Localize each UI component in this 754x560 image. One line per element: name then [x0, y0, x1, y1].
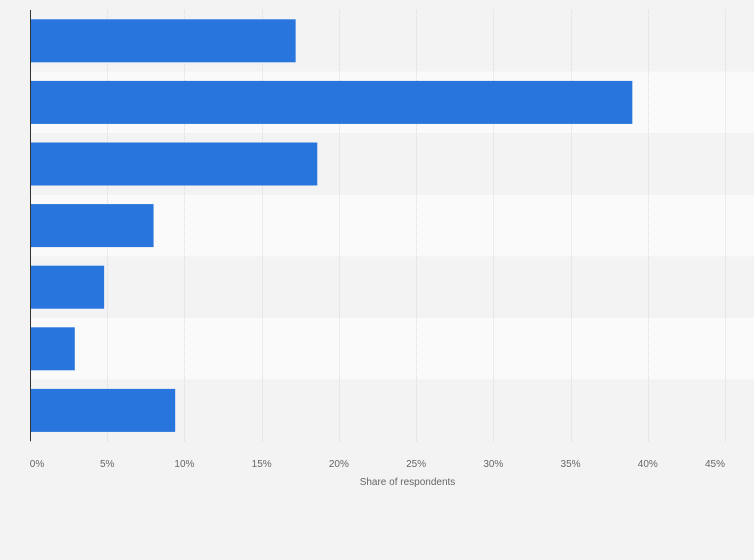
bar-series — [30, 19, 633, 432]
bar — [30, 327, 75, 371]
row-band — [30, 256, 754, 318]
x-tick-label: 0% — [30, 459, 45, 470]
bar — [30, 265, 105, 309]
x-tick-label: 40% — [638, 459, 658, 470]
row-band — [30, 318, 754, 380]
x-axis-title: Share of respondents — [360, 477, 456, 488]
x-axis-tick-labels: 0% 5% 10% 15% 20% 25% 30% 35% 40% 45% — [30, 459, 725, 470]
x-tick-label: 35% — [561, 459, 581, 470]
bar — [30, 80, 633, 124]
x-tick-label: 25% — [406, 459, 426, 470]
bar — [30, 204, 154, 248]
x-tick-label: 10% — [174, 459, 194, 470]
x-tick-label: 30% — [483, 459, 503, 470]
bar — [30, 388, 176, 432]
bar — [30, 142, 318, 186]
x-tick-label: 5% — [100, 459, 115, 470]
x-tick-label: 45% — [705, 459, 725, 470]
bar — [30, 19, 296, 63]
x-tick-label: 15% — [252, 459, 272, 470]
x-tick-label: 20% — [329, 459, 349, 470]
